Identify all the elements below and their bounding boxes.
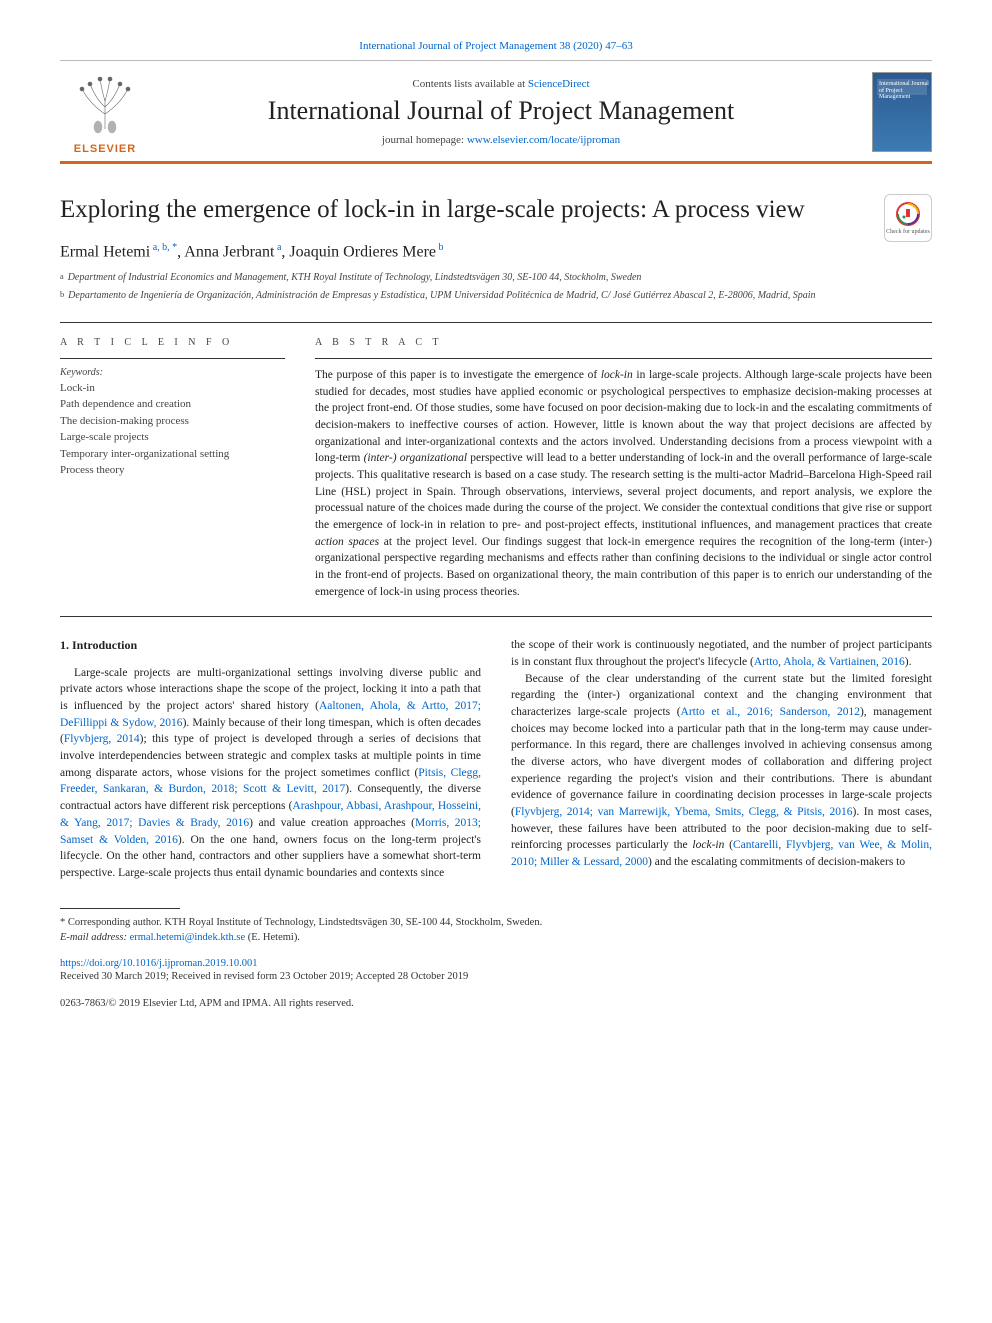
corresponding-author-note: * Corresponding author. KTH Royal Instit… bbox=[60, 915, 932, 931]
keyword-item: Lock-in bbox=[60, 380, 285, 397]
title-row: Exploring the emergence of lock-in in la… bbox=[60, 194, 932, 242]
running-header: International Journal of Project Managem… bbox=[60, 40, 932, 52]
contents-line: Contents lists available at ScienceDirec… bbox=[150, 78, 852, 90]
footnotes: * Corresponding author. KTH Royal Instit… bbox=[60, 915, 932, 947]
section-heading-intro: 1. Introduction bbox=[60, 637, 481, 654]
journal-cover-thumb: International Journal of Project Managem… bbox=[872, 72, 932, 152]
intro-paragraph-1-cont: the scope of their work is continuously … bbox=[511, 637, 932, 670]
affil-label-a: a bbox=[60, 271, 64, 288]
article-title: Exploring the emergence of lock-in in la… bbox=[60, 194, 805, 225]
affiliation-b: b Departamento de Ingeniería de Organiza… bbox=[60, 289, 932, 306]
info-abstract-row: A R T I C L E I N F O Keywords: Lock-in … bbox=[60, 323, 932, 616]
affiliations: a Department of Industrial Economics and… bbox=[60, 271, 932, 306]
keyword-item: Temporary inter-organizational setting bbox=[60, 446, 285, 463]
email-line: E-mail address: ermal.hetemi@indek.kth.s… bbox=[60, 930, 932, 946]
check-for-updates-button[interactable]: Check for updates bbox=[884, 194, 932, 242]
abstract-label: A B S T R A C T bbox=[315, 337, 932, 348]
intro-paragraph-2: Because of the clear understanding of th… bbox=[511, 671, 932, 871]
contents-prefix: Contents lists available at bbox=[412, 78, 527, 90]
email-suffix: (E. Hetemi). bbox=[245, 932, 300, 943]
publisher-block: ELSEVIER bbox=[60, 69, 150, 155]
divider bbox=[60, 358, 285, 359]
copyright-line: 0263-7863/© 2019 Elsevier Ltd, APM and I… bbox=[60, 998, 932, 1009]
keywords-list: Lock-in Path dependence and creation The… bbox=[60, 380, 285, 479]
article-history: Received 30 March 2019; Received in revi… bbox=[60, 971, 932, 982]
masthead-right: International Journal of Project Managem… bbox=[852, 72, 932, 152]
homepage-line: journal homepage: www.elsevier.com/locat… bbox=[150, 134, 852, 146]
affil-text-a: Department of Industrial Economics and M… bbox=[68, 271, 642, 288]
publisher-name: ELSEVIER bbox=[74, 143, 136, 155]
divider bbox=[315, 358, 932, 359]
affiliation-a: a Department of Industrial Economics and… bbox=[60, 271, 932, 288]
homepage-link[interactable]: www.elsevier.com/locate/ijproman bbox=[467, 134, 620, 146]
intro-paragraph-1: Large-scale projects are multi-organizat… bbox=[60, 665, 481, 882]
article-info-column: A R T I C L E I N F O Keywords: Lock-in … bbox=[60, 337, 285, 600]
body-columns: 1. Introduction Large-scale projects are… bbox=[60, 637, 932, 881]
journal-name: International Journal of Project Managem… bbox=[150, 96, 852, 126]
doi-link[interactable]: https://doi.org/10.1016/j.ijproman.2019.… bbox=[60, 958, 258, 969]
affil-label-b: b bbox=[60, 289, 64, 306]
check-updates-label: Check for updates bbox=[886, 229, 930, 235]
body-column-right: the scope of their work is continuously … bbox=[511, 637, 932, 881]
keywords-label: Keywords: bbox=[60, 367, 285, 378]
crossmark-icon bbox=[895, 201, 921, 227]
author-list: Ermal Hetemi a, b, *, Anna Jerbrant a, J… bbox=[60, 242, 932, 261]
cover-text: International Journal of Project Managem… bbox=[879, 81, 931, 101]
article-info-label: A R T I C L E I N F O bbox=[60, 337, 285, 348]
keyword-item: Process theory bbox=[60, 462, 285, 479]
homepage-prefix: journal homepage: bbox=[382, 134, 467, 146]
sciencedirect-link[interactable]: ScienceDirect bbox=[528, 78, 590, 90]
keyword-item: Path dependence and creation bbox=[60, 396, 285, 413]
abstract-text: The purpose of this paper is to investig… bbox=[315, 367, 932, 600]
masthead-center: Contents lists available at ScienceDirec… bbox=[150, 78, 852, 146]
body-column-left: 1. Introduction Large-scale projects are… bbox=[60, 637, 481, 881]
footnote-divider bbox=[60, 908, 180, 909]
corresponding-email-link[interactable]: ermal.hetemi@indek.kth.se bbox=[130, 932, 246, 943]
doi-block: https://doi.org/10.1016/j.ijproman.2019.… bbox=[60, 958, 932, 969]
journal-masthead: ELSEVIER Contents lists available at Sci… bbox=[60, 60, 932, 164]
keyword-item: Large-scale projects bbox=[60, 429, 285, 446]
top-citation-link[interactable]: International Journal of Project Managem… bbox=[359, 40, 632, 52]
affil-text-b: Departamento de Ingeniería de Organizaci… bbox=[68, 289, 815, 306]
email-label: E-mail address: bbox=[60, 932, 127, 943]
divider bbox=[60, 616, 932, 617]
abstract-column: A B S T R A C T The purpose of this pape… bbox=[315, 337, 932, 600]
keyword-item: The decision-making process bbox=[60, 413, 285, 430]
elsevier-tree-logo bbox=[70, 69, 140, 139]
